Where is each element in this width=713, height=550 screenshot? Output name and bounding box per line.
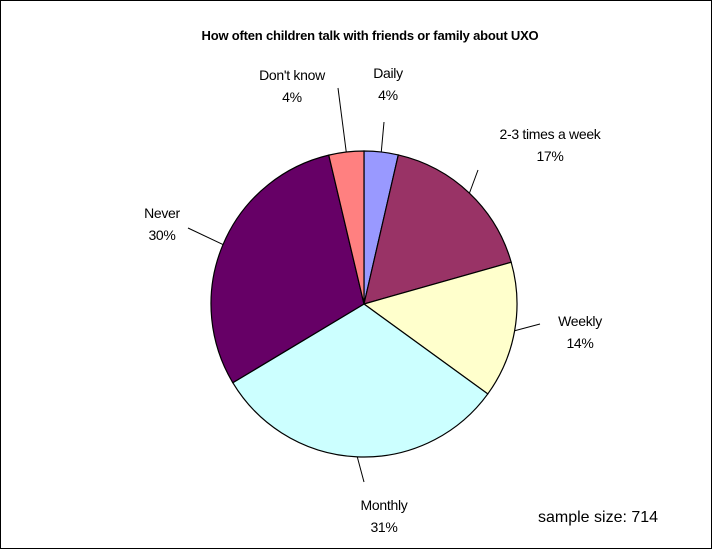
pie-slice-never [210, 154, 365, 384]
slice-labels: Daily 4% 2-3 times a week 17% Weekly 14% Month… [144, 65, 602, 535]
slice-label: Weekly [558, 313, 602, 329]
leader-line [380, 121, 385, 153]
pie-slice-weekly [362, 261, 518, 395]
slice-label: Monthly [361, 497, 408, 513]
leader-line [337, 87, 347, 153]
leader-lines [187, 87, 541, 483]
chart-title: How often children talk with friends or … [202, 28, 539, 43]
slice-label: Don't know [259, 67, 326, 83]
pie-slice-don-t-know [328, 150, 365, 305]
slice-label: Never [144, 205, 180, 221]
slice-percent-label: 4% [282, 89, 302, 105]
slice-label: Daily [373, 65, 403, 81]
sample-size-note: sample size: 714 [538, 509, 658, 526]
pie-slices [210, 150, 518, 458]
slice-percent-label: 31% [370, 519, 397, 535]
leader-line [187, 227, 224, 246]
slice-percent-label: 17% [536, 148, 563, 164]
slice-percent-label: 14% [566, 335, 593, 351]
slice-label: 2-3 times a week [499, 126, 601, 142]
leader-line [356, 456, 365, 483]
leader-line [514, 323, 541, 332]
slice-percent-label: 4% [378, 87, 398, 103]
leader-line [468, 169, 479, 194]
slice-percent-label: 30% [148, 227, 175, 243]
